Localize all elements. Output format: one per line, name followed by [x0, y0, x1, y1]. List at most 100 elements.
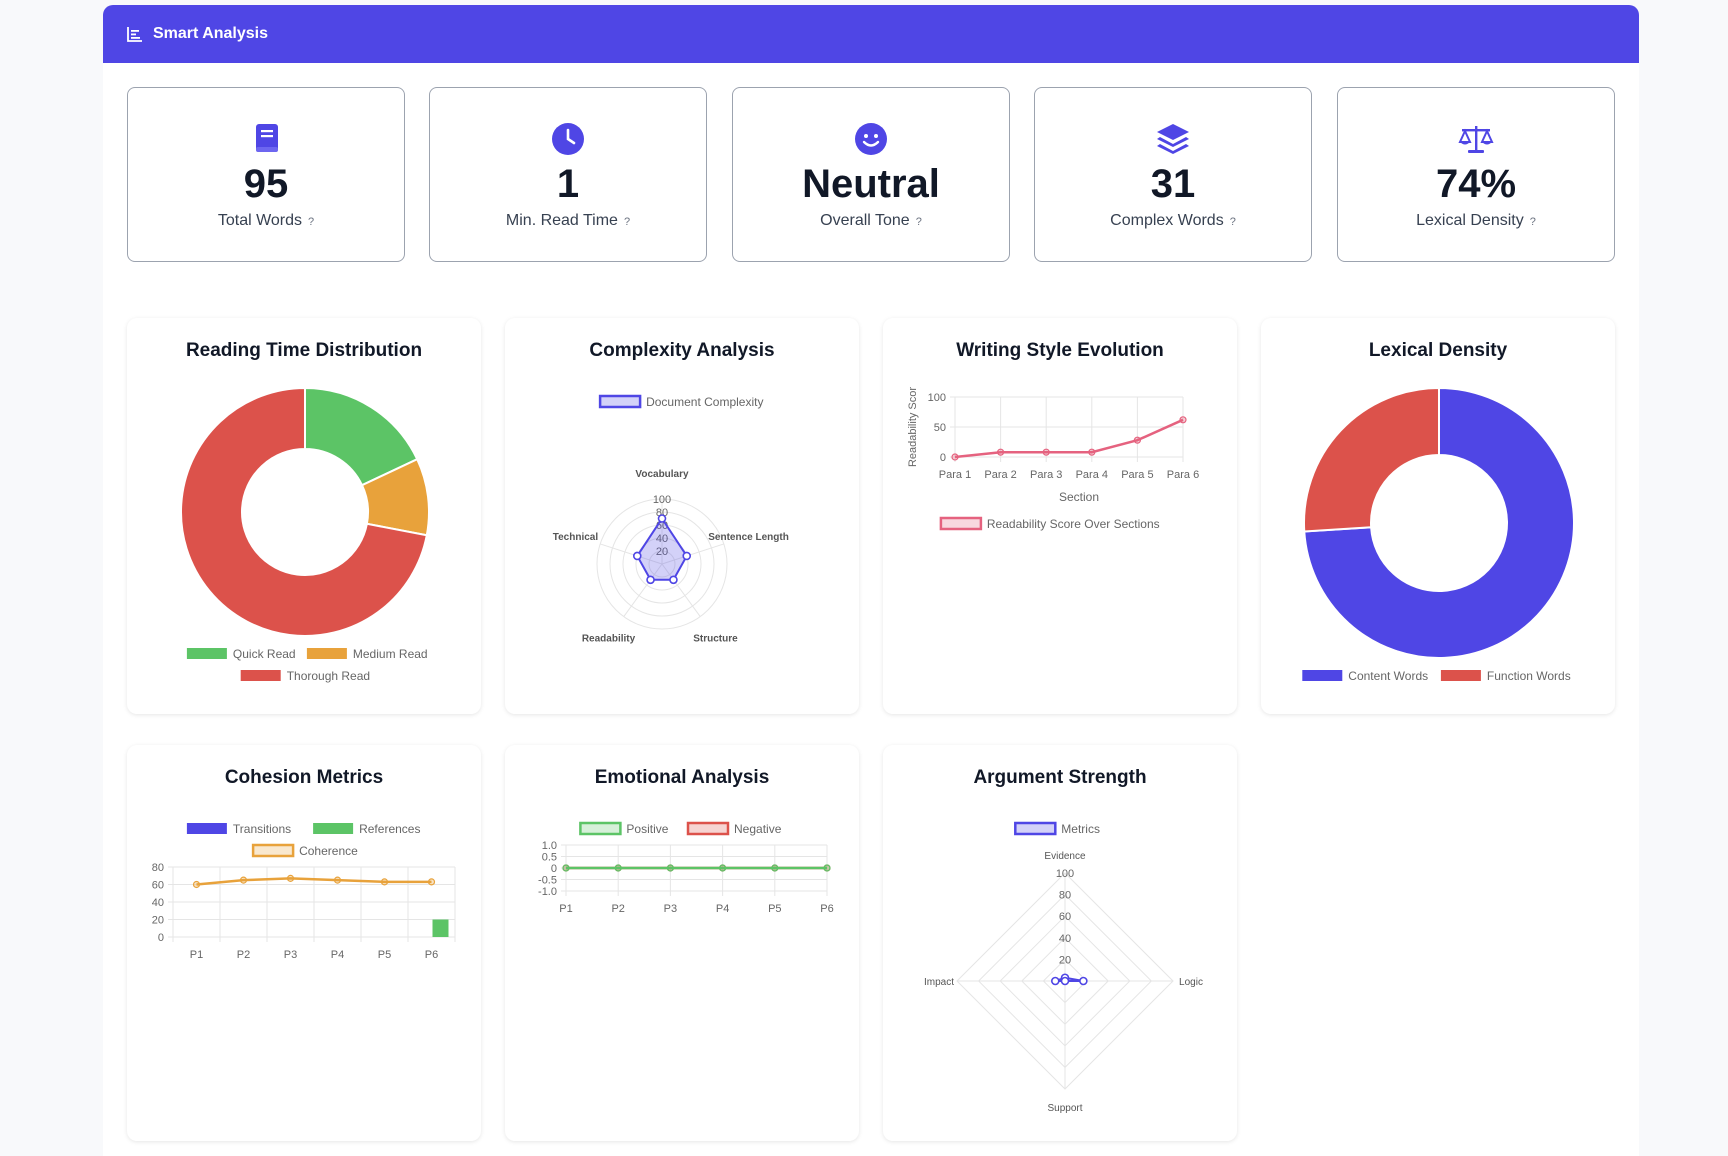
chart-title: Complexity Analysis [589, 340, 775, 361]
radar-tick: 40 [656, 533, 668, 545]
x-tick-label: P4 [331, 949, 344, 961]
stat-card-overall-tone: Neutral Overall Tone? [732, 87, 1010, 262]
lexical-density-chart: Content Words Function Words [1302, 386, 1575, 683]
stat-value: 1 [556, 162, 580, 206]
x-tick-label: P3 [284, 949, 297, 961]
legend-swatch [1014, 821, 1057, 836]
legend-swatch [579, 821, 622, 836]
stat-value: 74% [1435, 162, 1517, 206]
radar-axis [661, 563, 701, 617]
pie-slice [1303, 386, 1440, 533]
legend-label: Positive [626, 822, 668, 836]
radar-tick: 60 [1059, 911, 1071, 923]
legend-swatch [1302, 670, 1343, 681]
app-header: Smart Analysis [103, 5, 1639, 63]
y-tick-label: -1.0 [538, 886, 557, 898]
x-tick-label: P6 [820, 903, 833, 915]
data-point [333, 876, 342, 884]
radar-point [669, 575, 678, 585]
reading-time-chart: Quick Read Medium Read Thorough Read [180, 386, 430, 683]
chart-title: Argument Strength [973, 767, 1147, 788]
data-point [996, 448, 1005, 456]
radar-tick: 20 [1059, 954, 1071, 966]
data-point [951, 453, 959, 461]
x-tick-label: P1 [559, 903, 572, 915]
chart-bar-icon [127, 27, 142, 42]
x-tick-label: P4 [716, 903, 729, 915]
help-icon[interactable]: ? [623, 216, 631, 228]
y-tick-label: 80 [152, 862, 164, 874]
help-icon[interactable]: ? [1229, 216, 1236, 228]
radar-axis [600, 543, 663, 565]
data-point [380, 878, 389, 886]
card-argument: Argument Strength Metrics 20 40 60 80 100 Evid… [883, 745, 1237, 1141]
radar-label: Impact [924, 977, 954, 988]
radar-label: Sentence Length [708, 532, 789, 543]
radar-label: Evidence [1044, 851, 1086, 862]
stat-card-lexical-density: 74% Lexical Density? [1337, 87, 1615, 262]
y-tick-label: 60 [152, 880, 164, 892]
scale-icon [1458, 126, 1494, 153]
y-tick-label: 0 [551, 863, 557, 875]
y-tick-label: -0.5 [538, 875, 557, 887]
chart-title: Writing Style Evolution [956, 340, 1164, 361]
data-point [1179, 416, 1187, 424]
legend-swatch [251, 843, 295, 858]
chart-title: Reading Time Distribution [185, 340, 423, 361]
card-reading-time: Reading Time Distribution Quick Read Medi… [127, 318, 481, 714]
legend-label: Content Words [1348, 669, 1428, 683]
legend-label: Document Complexity [646, 395, 763, 409]
radar-axis [661, 543, 724, 565]
legend-label: Readability Score Over Sections [987, 517, 1160, 531]
help-icon[interactable]: ? [915, 216, 922, 228]
pie-slice [180, 386, 428, 637]
complexity-chart: Document Complexity20406080100Vocabulary… [553, 394, 789, 645]
legend-swatch [598, 394, 642, 409]
radar-point [1050, 976, 1060, 986]
y-tick-label: 100 [928, 392, 946, 404]
chart-title: Cohesion Metrics [224, 767, 384, 788]
legend-label: Metrics [1061, 822, 1100, 836]
help-icon[interactable]: ? [1529, 216, 1536, 228]
book-icon [256, 124, 278, 152]
radar-tick: 40 [1059, 933, 1071, 945]
app-title: Smart Analysis [153, 25, 269, 42]
radar-label: Logic [1179, 977, 1203, 988]
radar-label: Structure [693, 634, 738, 645]
stat-label: Total Words? [217, 212, 315, 229]
data-point [719, 864, 727, 872]
x-tick-label: P2 [237, 949, 250, 961]
data-point [239, 876, 248, 884]
stat-label: Lexical Density? [1416, 212, 1536, 229]
radar-point [1079, 976, 1088, 986]
stat-value: Neutral [802, 162, 940, 206]
y-tick-label: 50 [934, 422, 946, 434]
card-writing-style: Writing Style Evolution 0 50 100 Para 1 Para… [883, 318, 1237, 714]
pie-slice [1303, 386, 1575, 659]
radar-label: Vocabulary [635, 469, 689, 480]
clock-icon [552, 123, 584, 155]
y-tick-label: 20 [152, 915, 164, 927]
legend-swatch [306, 648, 347, 659]
y-axis-title: Readability Scor [907, 387, 919, 467]
x-tick-label: Para 6 [1167, 469, 1199, 481]
legend-swatch [939, 516, 983, 531]
data-point [427, 878, 436, 886]
radar-tick: 100 [1056, 868, 1074, 880]
stat-label: Overall Tone? [820, 212, 922, 229]
chart-title: Lexical Density [1368, 340, 1508, 361]
writing-style-chart: 0 50 100 Para 1 Para 2 Para 3 Para 4 Para 5 Para… [907, 387, 1199, 531]
data-point [192, 880, 201, 889]
card-emotional: Emotional Analysis Positive Negative -1.0-… [505, 745, 859, 1141]
radar-point [632, 551, 642, 561]
help-icon[interactable]: ? [308, 216, 315, 228]
stat-card-read-time: 1 Min. Read Time? [429, 87, 707, 262]
legend-label: Coherence [299, 844, 358, 858]
legend-label: Thorough Read [287, 669, 370, 683]
radar-label: Readability [582, 634, 636, 645]
stat-value: 31 [1150, 162, 1196, 206]
stat-value: 95 [243, 162, 289, 206]
x-tick-label: P5 [378, 949, 391, 961]
data-point [823, 864, 831, 872]
x-tick-label: Para 1 [939, 469, 971, 481]
